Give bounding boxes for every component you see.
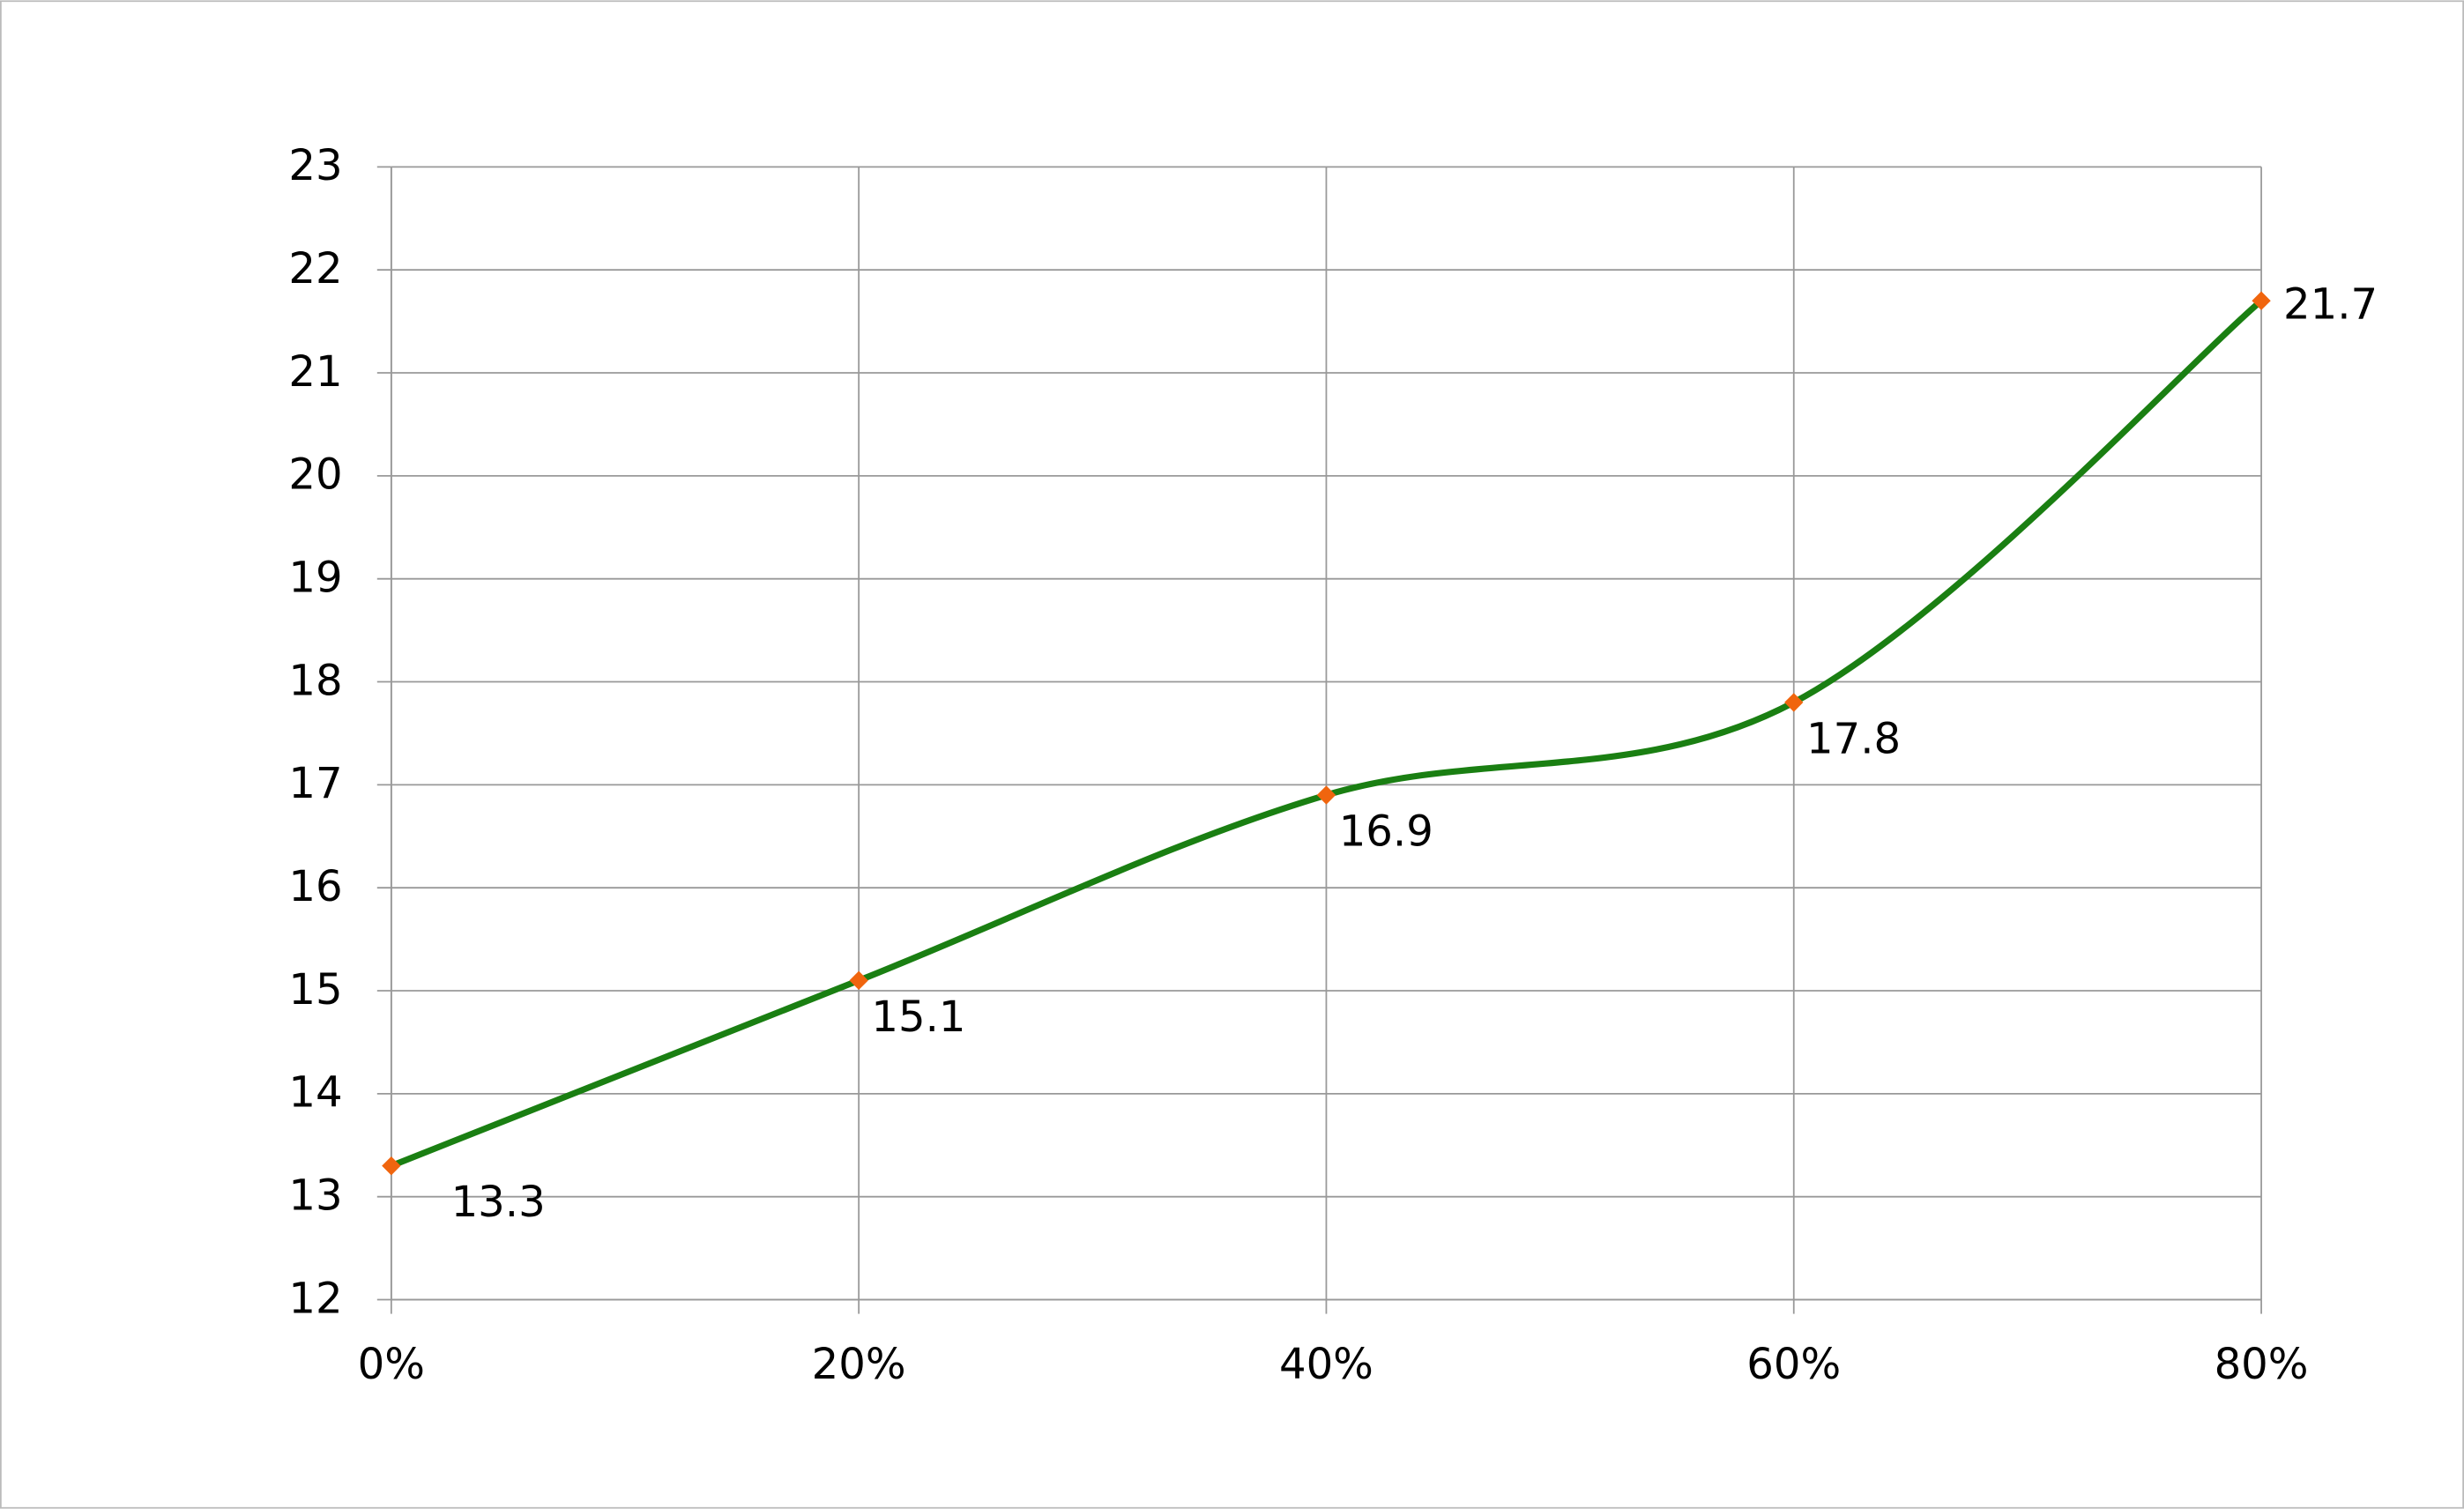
data-label: 16.9	[1339, 807, 1433, 857]
y-tick-label: 22	[288, 244, 342, 294]
x-tick-label: 80%	[2215, 1340, 2309, 1389]
data-label: 21.7	[2283, 279, 2378, 329]
y-tick-label: 14	[288, 1068, 342, 1118]
x-tick-label: 20%	[812, 1340, 906, 1389]
x-tick-label: 60%	[1746, 1340, 1841, 1389]
y-tick-label: 23	[288, 141, 342, 190]
x-tick-label: 0%	[358, 1340, 425, 1389]
y-tick-label: 20	[288, 450, 342, 500]
y-tick-label: 12	[288, 1274, 342, 1323]
y-tick-label: 18	[288, 656, 342, 705]
data-label: 15.1	[871, 992, 965, 1042]
y-tick-label: 16	[288, 862, 342, 911]
y-tick-label: 13	[288, 1171, 342, 1220]
y-tick-label: 17	[288, 759, 342, 808]
data-label: 17.8	[1806, 714, 1901, 763]
y-tick-label: 15	[288, 965, 342, 1015]
marker	[1784, 693, 1804, 712]
data-label: 13.3	[451, 1178, 546, 1227]
y-tick-label: 21	[288, 347, 342, 397]
marker	[1316, 785, 1336, 805]
y-tick-label: 19	[288, 553, 342, 602]
line	[390, 298, 2264, 1169]
x-tick-label: 40%	[1279, 1340, 1373, 1389]
marker	[849, 970, 868, 991]
